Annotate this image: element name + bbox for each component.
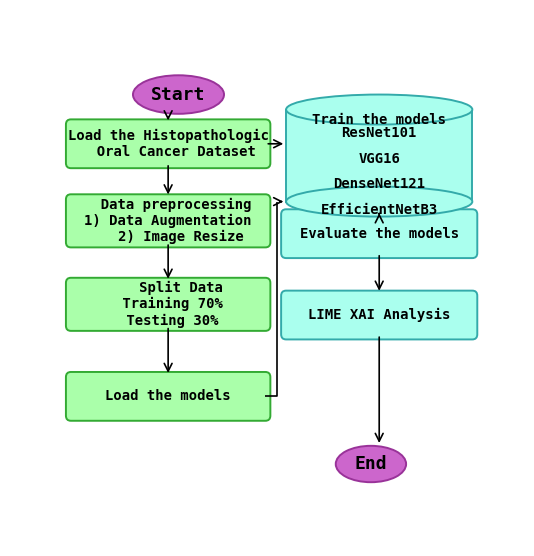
FancyBboxPatch shape <box>281 291 477 339</box>
Ellipse shape <box>286 187 472 216</box>
Text: Train the models: Train the models <box>312 113 446 127</box>
Text: End: End <box>355 455 387 473</box>
FancyBboxPatch shape <box>66 372 270 421</box>
Text: DenseNet121: DenseNet121 <box>333 177 425 191</box>
Text: Load the models: Load the models <box>105 389 231 403</box>
Text: Split Data
 Training 70%
 Testing 30%: Split Data Training 70% Testing 30% <box>114 281 223 328</box>
Text: LIME XAI Analysis: LIME XAI Analysis <box>308 308 450 322</box>
FancyBboxPatch shape <box>66 278 270 331</box>
Text: Data preprocessing
1) Data Augmentation
   2) Image Resize: Data preprocessing 1) Data Augmentation … <box>84 197 252 244</box>
FancyBboxPatch shape <box>281 209 477 258</box>
FancyBboxPatch shape <box>66 194 270 247</box>
Text: EfficientNetB3: EfficientNetB3 <box>320 203 438 217</box>
Ellipse shape <box>286 95 472 125</box>
Text: ResNet101: ResNet101 <box>342 126 417 140</box>
Text: Evaluate the models: Evaluate the models <box>300 227 459 241</box>
Ellipse shape <box>133 75 224 114</box>
Text: Start: Start <box>151 86 206 103</box>
Text: VGG16: VGG16 <box>358 152 400 166</box>
FancyBboxPatch shape <box>286 110 473 202</box>
Text: Load the Histopathologic
  Oral Cancer Dataset: Load the Histopathologic Oral Cancer Dat… <box>68 128 269 159</box>
Ellipse shape <box>336 446 406 482</box>
FancyBboxPatch shape <box>66 120 270 168</box>
